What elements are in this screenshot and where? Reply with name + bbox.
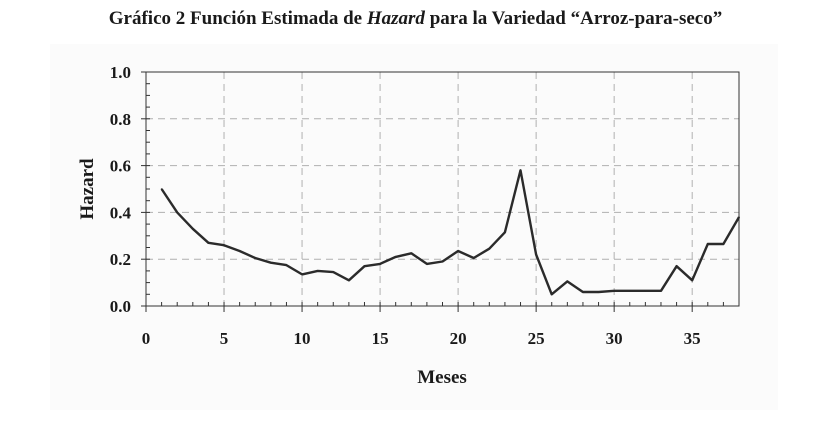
x-tick-label: 10 [294, 329, 311, 348]
y-axis-label: Hazard [77, 158, 98, 220]
data-point [488, 247, 491, 250]
data-point [519, 169, 522, 172]
chart-title-italic: Hazard [366, 8, 425, 29]
data-point [160, 188, 163, 190]
data-point [722, 243, 725, 245]
x-tick-label: 35 [684, 329, 701, 348]
x-tick-label: 20 [450, 329, 467, 348]
data-point [301, 273, 303, 276]
plot-frame [145, 71, 740, 307]
data-point [535, 253, 537, 256]
x-tick-label: 25 [528, 329, 545, 348]
x-axis-label: Meses [417, 367, 467, 388]
data-point [238, 250, 241, 252]
data-point [394, 256, 397, 258]
data-point [332, 271, 335, 273]
data-point [644, 289, 647, 292]
data-point [550, 293, 553, 296]
data-point [223, 244, 225, 246]
data-point [410, 252, 413, 255]
y-tick-label: 0.8 [110, 110, 131, 129]
chart-title: Gráfico 2 Función Estimada de Hazard par… [0, 8, 831, 30]
x-tick-label: 30 [606, 329, 623, 348]
x-tick-label: 15 [372, 329, 389, 348]
minor-ticks [141, 71, 740, 312]
data-point [597, 291, 600, 293]
y-tick-label: 0.6 [110, 157, 131, 176]
series-layer [160, 169, 741, 296]
data-point [285, 264, 288, 266]
data-point [348, 279, 350, 282]
data-point [566, 280, 569, 283]
data-point [660, 289, 662, 292]
data-point [379, 263, 381, 265]
chart-panel [50, 44, 778, 410]
data-point [457, 250, 459, 252]
data-point [270, 261, 272, 264]
tick-labels: 0 5 10 15 20 25 30 35 0.0 0.2 0.4 0.6 0.8 1.0 [110, 63, 701, 348]
data-point [691, 279, 693, 282]
data-point [706, 243, 709, 245]
x-tick-label: 0 [142, 329, 151, 348]
data-point [207, 242, 210, 244]
data-point [254, 257, 257, 259]
data-point [628, 289, 631, 292]
data-point [192, 227, 194, 230]
y-tick-label: 0.2 [110, 250, 131, 269]
hazard-line [160, 169, 741, 296]
data-point [176, 211, 179, 214]
chart-title-prefix: Gráfico 2 Función Estimada de [108, 8, 367, 29]
data-point [613, 289, 615, 292]
y-tick-label: 0.0 [110, 297, 131, 316]
data-point [426, 263, 428, 265]
y-tick-label: 0.4 [110, 203, 132, 222]
data-point [504, 231, 506, 234]
data-point [675, 265, 678, 268]
data-point [582, 291, 584, 293]
data-point [363, 265, 366, 268]
grid-layer [146, 72, 739, 306]
x-tick-label: 5 [220, 329, 229, 348]
data-point [738, 216, 740, 218]
y-tick-label: 1.0 [110, 63, 131, 82]
data-point [316, 270, 319, 272]
chart-title-suffix: para la Variedad “Arroz-para-seco” [424, 8, 723, 29]
data-point [472, 257, 475, 259]
data-point [441, 260, 444, 263]
